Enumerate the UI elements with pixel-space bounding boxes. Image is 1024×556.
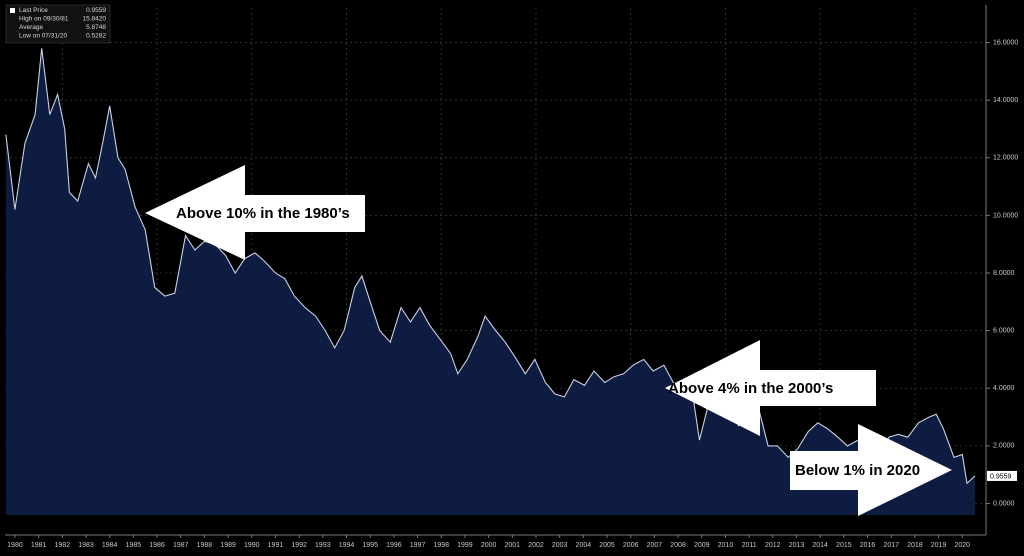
- annotation-text: Above 4% in the 2000’s: [668, 380, 833, 397]
- axes: 0.0000 2.0000 4.0000 6.0000 8.0000 10.0000 12.…: [5, 5, 1018, 549]
- legend-label: Last Price: [19, 7, 48, 14]
- x-tick-label: 1986: [149, 542, 165, 549]
- legend: Last Price 0.9559 High on 09/30/81 15.8420 A…: [5, 4, 111, 44]
- x-tick-label: 1999: [457, 542, 473, 549]
- y-tick-label: 0.0000: [993, 500, 1015, 507]
- x-tick-label: 2006: [623, 542, 639, 549]
- x-tick-label: 1989: [220, 542, 236, 549]
- arrow: [665, 340, 876, 436]
- x-tick-label: 1980: [7, 542, 23, 549]
- x-tick-label: 1983: [78, 542, 94, 549]
- y-tick-label: 10.0000: [993, 212, 1018, 219]
- legend-value: 0.5282: [86, 33, 106, 40]
- annotation-1: Above 10% in the 1980’s: [145, 165, 365, 260]
- legend-value: 5.8748: [86, 24, 106, 31]
- legend-swatch: [10, 8, 15, 13]
- legend-box: [5, 4, 111, 44]
- x-tick-label: 2011: [742, 542, 757, 549]
- arrow: [145, 165, 365, 260]
- annotation-text: Above 10% in the 1980’s: [176, 205, 350, 222]
- x-tick-label: 1997: [410, 542, 426, 549]
- x-tick-label: 2019: [931, 542, 947, 549]
- x-tick-label: 2003: [552, 542, 568, 549]
- legend-label: Average: [19, 24, 43, 31]
- x-tick-label: 2007: [647, 542, 663, 549]
- y-tick-label: 16.0000: [993, 39, 1018, 46]
- last-price-tag: [987, 470, 1017, 481]
- x-tick-label: 2004: [576, 542, 592, 549]
- x-tick-label: 2014: [812, 542, 828, 549]
- x-tick-label: 2001: [504, 542, 520, 549]
- x-tick-label: 2002: [528, 542, 544, 549]
- legend-label: Low on 07/31/20: [19, 33, 67, 40]
- y-tick-label: 14.0000: [993, 97, 1018, 104]
- x-tick-label: 2013: [789, 542, 805, 549]
- x-tick-label: 1998: [433, 542, 449, 549]
- annotation-3: Below 1% in 2020: [790, 424, 952, 516]
- x-tick-label: 1993: [315, 542, 331, 549]
- x-tick-label: 2017: [883, 542, 899, 549]
- legend-value: 15.8420: [83, 16, 107, 23]
- x-tick-label: 2009: [694, 542, 710, 549]
- x-tick-label: 2012: [765, 542, 781, 549]
- x-tick-label: 1985: [126, 542, 142, 549]
- x-tick-label: 2000: [481, 542, 497, 549]
- area: [5, 48, 976, 516]
- line: [5, 48, 976, 485]
- x-tick-label: 2020: [954, 542, 970, 549]
- x-tick-label: 2010: [718, 542, 734, 549]
- x-tick-label: 1991: [268, 542, 284, 549]
- x-tick-label: 1994: [339, 542, 355, 549]
- x-tick-label: 1984: [102, 542, 118, 549]
- x-tick-label: 1995: [362, 542, 378, 549]
- x-tick-label: 1987: [173, 542, 189, 549]
- x-tick-label: 1982: [55, 542, 71, 549]
- x-tick-label: 1996: [386, 542, 402, 549]
- x-tick-label: 2005: [599, 542, 615, 549]
- annotation-2: Above 4% in the 2000’s: [665, 340, 876, 436]
- x-tick-label: 2018: [907, 542, 923, 549]
- x-tick-label: 2008: [670, 542, 686, 549]
- x-tick-label: 2016: [860, 542, 876, 549]
- x-tick-label: 1981: [31, 542, 47, 549]
- last-price-label: 0.9559: [990, 473, 1012, 480]
- legend-label: High on 09/30/81: [19, 16, 69, 23]
- annotation-text: Below 1% in 2020: [795, 462, 920, 479]
- x-tick-label: 1988: [197, 542, 213, 549]
- x-tick-label: 1990: [244, 542, 260, 549]
- y-tick-label: 8.0000: [993, 270, 1015, 277]
- plot: [5, 48, 976, 516]
- legend-value: 0.9559: [86, 7, 106, 14]
- y-tick-label: 2.0000: [993, 443, 1015, 450]
- x-tick-label: 1992: [291, 542, 307, 549]
- y-tick-label: 6.0000: [993, 327, 1015, 334]
- arrow: [790, 424, 952, 516]
- y-tick-label: 4.0000: [993, 385, 1015, 392]
- y-tick-label: 12.0000: [993, 155, 1018, 162]
- x-tick-label: 2015: [836, 542, 852, 549]
